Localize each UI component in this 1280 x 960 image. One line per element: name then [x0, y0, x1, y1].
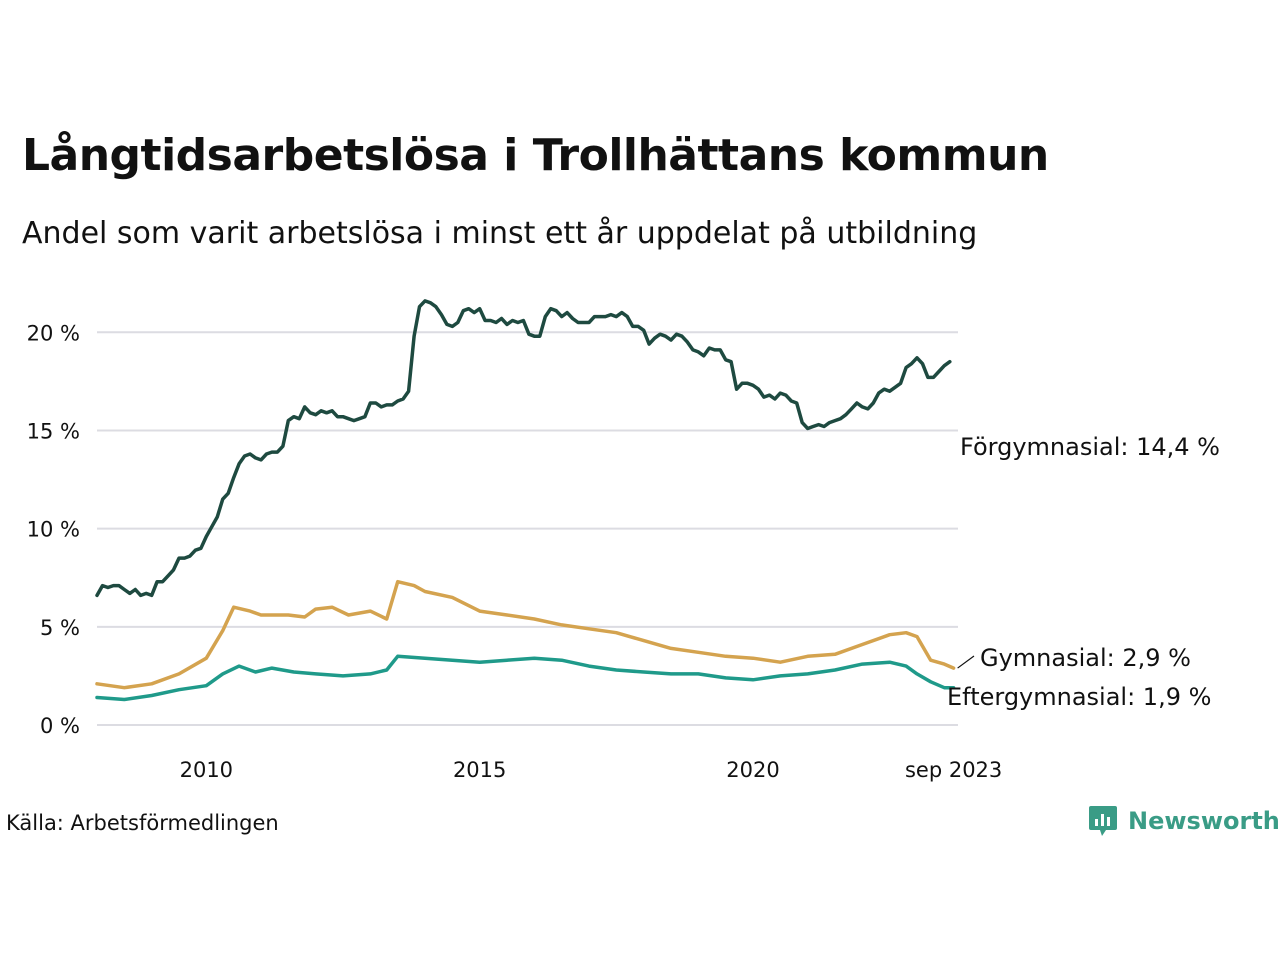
y-tick-label: 0 %: [40, 714, 80, 738]
y-tick-label: 10 %: [27, 518, 80, 542]
series-label-gymnasial: Gymnasial: 2,9 %: [980, 644, 1191, 672]
y-tick-label: 5 %: [40, 616, 80, 640]
source-note: Källa: Arbetsförmedlingen: [6, 811, 279, 835]
newsworthy-logo-icon: [1089, 806, 1117, 836]
series-label-eftergymnasial: Eftergymnasial: 1,9 %: [947, 683, 1211, 711]
brand-name: Newsworthy: [1128, 807, 1280, 835]
y-tick-label: 20 %: [27, 321, 80, 345]
x-tick-label: 2020: [726, 758, 779, 782]
series-line-eftergymnasial: [95, 654, 956, 702]
brand-logo[interactable]: Newsworthy: [1088, 804, 1280, 838]
y-axis-tick-labels: 0 % 5 % 10 % 15 % 20 %: [27, 321, 80, 738]
line-chart: 0 %5 %10 %15 %20 % 2010 2015 2020 sep 2023 …: [27, 299, 1220, 782]
label-leader-line: [957, 655, 975, 669]
chart-subtitle: Andel som varit arbetslösa i minst ett å…: [22, 216, 978, 251]
series-line-förgymnasial: [95, 299, 952, 598]
series-line-gymnasial: [95, 579, 956, 690]
x-tick-label: 2010: [180, 758, 233, 782]
series-end-labels: Förgymnasial: 14,4 % Gymnasial: 2,9 % Efte…: [947, 433, 1220, 711]
series-lines: [95, 299, 956, 702]
y-tick-label: 15 %: [27, 419, 80, 443]
x-tick-label: 2015: [453, 758, 506, 782]
series-label-förgymnasial: Förgymnasial: 14,4 %: [960, 433, 1220, 461]
x-tick-label: sep 2023: [905, 758, 1002, 782]
grid-lines: [97, 331, 958, 726]
x-axis-tick-labels: 2010 2015 2020 sep 2023: [180, 758, 1003, 782]
chart-title: Långtidsarbetslösa i Trollhättans kommun: [22, 130, 1049, 181]
